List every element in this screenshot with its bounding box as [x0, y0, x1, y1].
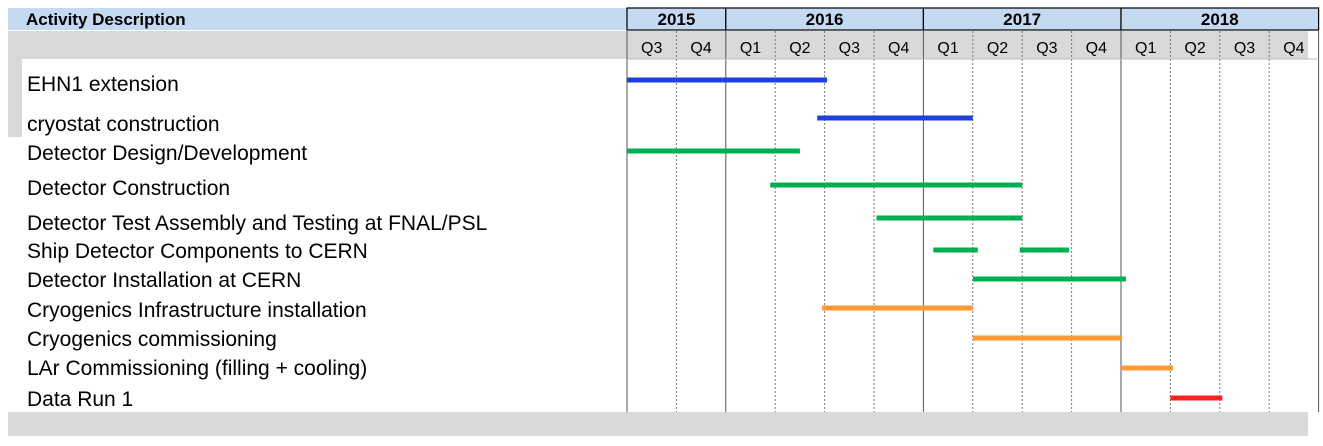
task-bar [972, 335, 1121, 341]
task-bar [876, 215, 1023, 221]
quarter-label: Q2 [789, 40, 810, 57]
quarter-label: Q4 [1283, 40, 1304, 57]
quarter-label: Q4 [888, 40, 909, 57]
year-label: 2015 [657, 10, 695, 29]
task-bars [627, 77, 1223, 401]
activity-labels: EHN1 extension cryostat construction Detec… [27, 73, 487, 411]
quarter-label: Q1 [740, 40, 761, 57]
header-band [8, 8, 628, 30]
activity-label: Detector Construction [27, 177, 230, 200]
activity-label: cryostat construction [27, 113, 220, 136]
task-bar [972, 276, 1126, 282]
header-activity-label: Activity Description [26, 10, 186, 29]
task-bar [1170, 395, 1223, 401]
year-header: 2015 2016 2017 2018 [626, 7, 1320, 31]
activity-label: Ship Detector Components to CERN [27, 240, 368, 263]
quarter-label: Q3 [1036, 40, 1057, 57]
quarter-label: Q3 [1234, 40, 1255, 57]
quarter-label: Q2 [987, 40, 1008, 57]
quarter-label: Q1 [937, 40, 958, 57]
quarter-label: Q2 [1184, 40, 1205, 57]
quarter-label: Q1 [1135, 40, 1156, 57]
year-label: 2017 [1003, 10, 1041, 29]
quarter-label: Q3 [839, 40, 860, 57]
task-bar [627, 148, 800, 154]
activity-label: Data Run 1 [27, 388, 133, 411]
activity-label: Cryogenics Infrastructure installation [27, 299, 367, 322]
activity-label: EHN1 extension [27, 73, 179, 96]
activity-label: LAr Commissioning (filling + cooling) [27, 357, 367, 380]
activity-label: Detector Test Assembly and Testing at FN… [27, 212, 487, 235]
quarter-label: Q4 [1086, 40, 1107, 57]
task-bar [817, 115, 973, 121]
bottom-band [8, 412, 1308, 436]
year-label: 2016 [806, 10, 844, 29]
activity-label: Detector Design/Development [27, 142, 307, 165]
task-bar [1019, 247, 1070, 253]
quarter-header: Q3 Q4 Q1 Q2 Q3 Q4 Q1 Q2 Q3 Q4 Q1 Q2 Q3 Q4 [641, 40, 1305, 57]
year-cell [1120, 7, 1320, 31]
task-bar [1121, 365, 1173, 371]
activity-label: Cryogenics commissioning [27, 328, 277, 351]
quarter-row-band [8, 31, 1308, 59]
grid-lines [626, 31, 1320, 412]
task-bar [627, 77, 828, 83]
activity-label: Detector Installation at CERN [27, 269, 301, 292]
task-bar [822, 305, 973, 311]
year-label: 2018 [1201, 10, 1239, 29]
quarter-label: Q4 [690, 40, 711, 57]
task-bar [933, 247, 978, 253]
left-gray-strip [8, 59, 22, 137]
task-bar [770, 182, 1023, 188]
quarter-label: Q3 [641, 40, 662, 57]
